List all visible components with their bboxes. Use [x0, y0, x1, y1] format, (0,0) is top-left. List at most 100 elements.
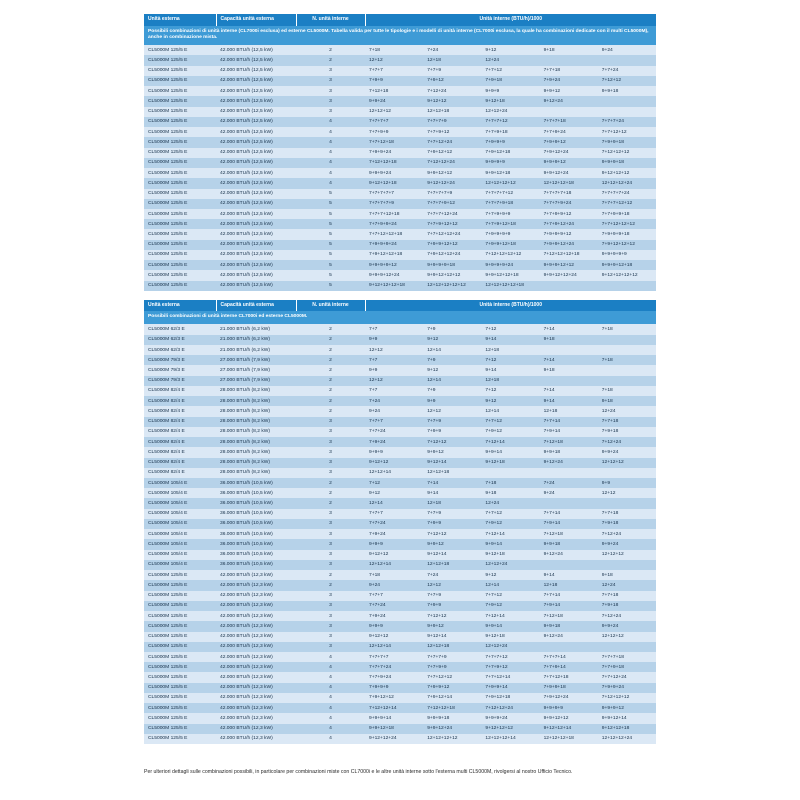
cell-combination: 7+14: [539, 355, 598, 366]
cell-combination: 9+9+12+12+12: [423, 270, 482, 281]
cell-combination: 12+12+24: [481, 641, 540, 652]
cell-outdoor-unit: CL5000M 82/4 E: [144, 467, 216, 478]
cell-combination: 7+7+7+9+24: [539, 198, 598, 209]
cell-capacity: 36.000 BTU/h (10,5 kW): [216, 518, 296, 530]
cell-combination: 12+12+12+18: [539, 733, 598, 745]
cell-combination: 7+7+18: [597, 416, 656, 427]
cell-capacity: 42.000 BTU/h (12,3 kW): [216, 713, 296, 724]
cell-combination: 9+9+24: [597, 539, 656, 550]
cell-combination: 9+14: [423, 488, 482, 499]
cell-capacity: 42.000 BTU/h (12,5 kW): [216, 45, 296, 56]
cell-indoor-count: 4: [296, 723, 365, 734]
cell-indoor-count: 2: [296, 580, 365, 591]
cell-outdoor-unit: CL5000M 82/4 E: [144, 406, 216, 417]
cell-combination: 9+9+12: [423, 447, 482, 458]
cell-combination: 7+12+12+12+12: [481, 249, 540, 261]
cell-capacity: 36.000 BTU/h (10,5 kW): [216, 529, 296, 540]
combination-table: Unità esterna Capacità unità esterna N. un…: [144, 299, 656, 745]
column-header-capacity: Capacità unità esterna: [216, 14, 297, 26]
table-row: CL5000M 125/5 E 42.000 BTU/h (12,3 kW) 3 7+…: [144, 590, 656, 601]
cell-combination: 7+7+18: [597, 590, 656, 601]
cell-combination: 9+9+9+9+18: [423, 260, 482, 271]
table-row: CL5000M 82/4 E 28.000 BTU/h (8,2 kW) 3 9+12…: [144, 457, 656, 468]
cell-combination: 9+9+9: [365, 447, 424, 458]
cell-combination: 7+7+7+12+12: [597, 198, 656, 209]
cell-combination: 9+24: [539, 488, 598, 499]
table-subtitle: Possibili combinazioni di unità interne …: [144, 25, 656, 46]
cell-combination: 12+12+18: [423, 641, 482, 652]
table-row: CL5000M 125/5 E 42.000 BTU/h (12,5 kW) 3 7+…: [144, 86, 656, 97]
cell-combination: 9+9: [597, 478, 656, 489]
cell-indoor-count: 5: [296, 249, 365, 261]
cell-indoor-count: 3: [296, 467, 365, 478]
cell-combination: 9+9+12+24: [539, 168, 598, 179]
cell-combination: 9+24: [365, 406, 424, 417]
cell-indoor-count: 4: [296, 692, 365, 704]
cell-combination: 9+12+12+24: [423, 178, 482, 189]
cell-combination: 7+7+12+12+24: [423, 229, 482, 240]
cell-combination: 9+9+9+9+24: [481, 260, 540, 271]
cell-combination: 7+9+9+18: [597, 137, 656, 148]
cell-capacity: 42.000 BTU/h (12,5 kW): [216, 65, 296, 76]
cell-combination: 12+12+12: [365, 106, 424, 117]
table-row: CL5000M 125/5 E 42.000 BTU/h (12,3 kW) 2 7+…: [144, 570, 656, 581]
cell-combination: 9+9+9+14: [365, 713, 424, 724]
cell-indoor-count: 2: [296, 375, 365, 386]
cell-combination: 7+7+7+7: [365, 651, 424, 663]
cell-capacity: 42.000 BTU/h (12,5 kW): [216, 86, 296, 97]
cell-indoor-count: 2: [296, 45, 365, 56]
cell-combination: [597, 498, 656, 509]
table-row: CL5000M 125/5 E 42.000 BTU/h (12,5 kW) 5 7+…: [144, 239, 656, 250]
cell-combination: 7+7+9+9+18: [597, 208, 656, 220]
cell-combination: 7+12: [481, 355, 540, 366]
cell-combination: 9+9+12: [423, 539, 482, 550]
cell-combination: 7+7+7+12: [481, 651, 540, 663]
table-row: CL5000M 125/5 E 42.000 BTU/h (12,5 kW) 2 12…: [144, 55, 656, 66]
cell-indoor-count: 3: [296, 437, 365, 448]
cell-combination: 7+9+18: [597, 426, 656, 438]
cell-indoor-count: 2: [296, 478, 365, 489]
cell-capacity: 42.000 BTU/h (12,5 kW): [216, 260, 296, 271]
table-row: CL5000M 82/4 E 28.000 BTU/h (8,2 kW) 3 7+9+…: [144, 437, 656, 448]
cell-combination: 7+7+9+14: [539, 662, 598, 673]
cell-outdoor-unit: CL5000M 82/4 E: [144, 437, 216, 448]
cell-combination: 7+9+9+9: [365, 682, 424, 693]
cell-combination: 7+7+9+12: [481, 662, 540, 673]
table-row: CL5000M 125/5 E 42.000 BTU/h (12,3 kW) 4 9+…: [144, 733, 656, 745]
cell-combination: 7+18: [481, 478, 540, 489]
cell-combination: 12+12+18: [423, 467, 482, 478]
cell-combination: 7+14: [539, 324, 598, 335]
cell-indoor-count: 3: [296, 508, 365, 519]
cell-combination: 9+9+9+24: [365, 168, 424, 179]
cell-capacity: 42.000 BTU/h (12,5 kW): [216, 75, 296, 87]
cell-combination: 7+7+9: [423, 590, 482, 601]
cell-combination: 9+12: [481, 396, 540, 407]
cell-combination: 9+12+14: [423, 457, 482, 468]
cell-indoor-count: 4: [296, 178, 365, 189]
cell-indoor-count: 4: [296, 157, 365, 169]
cell-indoor-count: 2: [296, 396, 365, 407]
table-row: CL5000M 125/5 E 42.000 BTU/h (12,5 kW) 5 9+…: [144, 270, 656, 281]
cell-outdoor-unit: CL5000M 125/5 E: [144, 219, 216, 230]
cell-outdoor-unit: CL5000M 82/4 E: [144, 385, 216, 397]
cell-combination: 7+12: [481, 324, 540, 335]
table-row: CL5000M 125/5 E 42.000 BTU/h (12,5 kW) 4 7+…: [144, 116, 656, 128]
cell-combination: 7+12+12: [423, 437, 482, 448]
cell-indoor-count: 2: [296, 365, 365, 376]
cell-indoor-count: 3: [296, 106, 365, 117]
cell-outdoor-unit: CL5000M 125/5 E: [144, 168, 216, 179]
cell-outdoor-unit: CL5000M 125/5 E: [144, 641, 216, 652]
table-row: CL5000M 125/5 E 42.000 BTU/h (12,5 kW) 3 9+…: [144, 96, 656, 107]
cell-combination: 12+12: [365, 375, 424, 386]
column-header-units: Unità interne (BTU/h)/1000: [365, 14, 656, 26]
cell-combination: 7+12: [481, 385, 540, 397]
cell-outdoor-unit: CL5000M 105/4 E: [144, 498, 216, 509]
cell-indoor-count: 3: [296, 611, 365, 622]
cell-capacity: 42.000 BTU/h (12,3 kW): [216, 611, 296, 622]
cell-combination: 9+9+24: [365, 96, 424, 107]
table-row: CL5000M 82/4 E 28.000 BTU/h (8,2 kW) 2 7+7 7…: [144, 385, 656, 397]
cell-combination: 7+7+7+18: [539, 116, 598, 128]
table-row: CL5000M 105/4 E 36.000 BTU/h (10,5 kW) 3 7+…: [144, 529, 656, 540]
cell-combination: [597, 344, 656, 356]
cell-combination: 9+9+14: [481, 447, 540, 458]
